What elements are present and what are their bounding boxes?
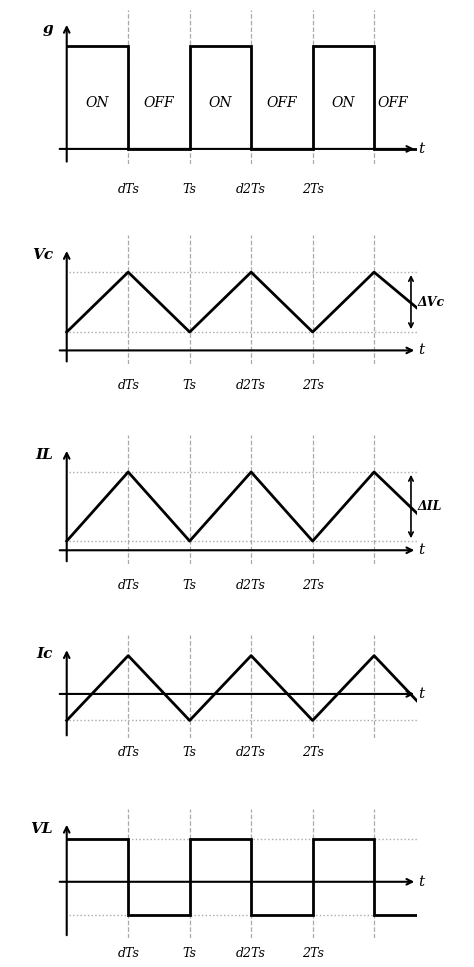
Text: t: t	[419, 687, 425, 701]
Text: d2Ts: d2Ts	[236, 948, 266, 960]
Text: Ts: Ts	[183, 379, 197, 392]
Text: OFF: OFF	[377, 96, 408, 109]
Text: ON: ON	[86, 96, 109, 109]
Text: ΔIL: ΔIL	[417, 500, 441, 513]
Text: 2Ts: 2Ts	[301, 183, 324, 196]
Text: VL: VL	[30, 822, 53, 835]
Text: IL: IL	[36, 448, 53, 462]
Text: 2Ts: 2Ts	[301, 379, 324, 392]
Text: t: t	[419, 142, 425, 156]
Text: 2Ts: 2Ts	[301, 579, 324, 592]
Text: t: t	[419, 875, 425, 889]
Text: d2Ts: d2Ts	[236, 579, 266, 592]
Text: dTs: dTs	[117, 379, 139, 392]
Text: Vc: Vc	[32, 249, 53, 262]
Text: dTs: dTs	[117, 746, 139, 759]
Text: Ts: Ts	[183, 948, 197, 960]
Text: t: t	[419, 543, 425, 557]
Text: OFF: OFF	[144, 96, 174, 109]
Text: dTs: dTs	[117, 579, 139, 592]
Text: Ts: Ts	[183, 746, 197, 759]
Text: ΔVc: ΔVc	[417, 296, 444, 308]
Text: d2Ts: d2Ts	[236, 379, 266, 392]
Text: t: t	[419, 343, 425, 358]
Text: dTs: dTs	[117, 948, 139, 960]
Text: 2Ts: 2Ts	[301, 948, 324, 960]
Text: g: g	[43, 22, 53, 36]
Text: Ts: Ts	[183, 579, 197, 592]
Text: Ic: Ic	[37, 647, 53, 661]
Text: Ts: Ts	[183, 183, 197, 196]
Text: ON: ON	[209, 96, 232, 109]
Text: dTs: dTs	[117, 183, 139, 196]
Text: ON: ON	[332, 96, 355, 109]
Text: d2Ts: d2Ts	[236, 746, 266, 759]
Text: 2Ts: 2Ts	[301, 746, 324, 759]
Text: OFF: OFF	[266, 96, 297, 109]
Text: d2Ts: d2Ts	[236, 183, 266, 196]
